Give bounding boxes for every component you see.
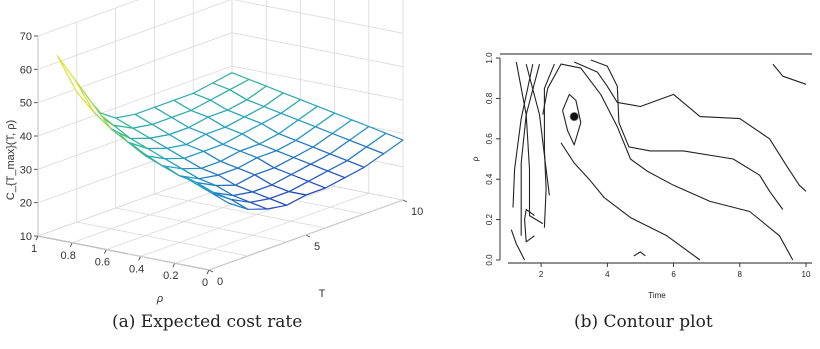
rho-floor-line — [208, 199, 404, 271]
T-tick — [402, 199, 408, 203]
x-tick-label: 4 — [605, 270, 610, 279]
surface-plot-caption: (a) Expected cost rate — [112, 312, 303, 332]
contour-axes — [496, 53, 812, 267]
x-tick-label: 8 — [738, 270, 743, 279]
surface-plot: 10 20 30 40 50 60 70 1 0.8 0.6 0.4 0.2 0 0 5 10 ρ T C_{T_m… — [5, 0, 423, 305]
z-tick-label: 30 — [20, 164, 32, 176]
rho-tick — [69, 242, 73, 248]
contour-line — [573, 61, 807, 192]
rho-floor-line — [174, 192, 369, 264]
T-floor-line — [115, 207, 287, 243]
contour-plot-panel: 2 4 6 8 10 0.0 0.2 0.4 0.6 0.8 1.0 Time ρ — [450, 0, 820, 314]
contour-line — [520, 63, 541, 236]
rho-tick-label: 0.8 — [61, 250, 76, 262]
T-axis-label: T — [319, 288, 326, 300]
surface-patch — [56, 55, 95, 113]
contour-line — [560, 142, 701, 261]
surface-plot-panel: 10 20 30 40 50 60 70 1 0.8 0.6 0.4 0.2 0 0 5 10 ρ T C_{T_m… — [0, 0, 440, 314]
rho-tick-label: 0.2 — [163, 270, 178, 282]
z-tick-label: 50 — [20, 98, 32, 110]
rho-tick-label: 0.4 — [129, 263, 144, 275]
rho-floor-line — [140, 186, 335, 257]
contour-plot-caption: (b) Contour plot — [574, 312, 713, 332]
T-tick-label: 0 — [217, 276, 223, 288]
contour-line — [590, 59, 784, 210]
T-floor-line — [37, 235, 210, 271]
x-tick-label: 10 — [802, 270, 811, 279]
z-grid-line — [37, 0, 404, 70]
contour-line — [512, 63, 534, 208]
z-axis-label: C_{T_max}(T, ρ) — [5, 120, 17, 200]
contour-line — [562, 93, 582, 146]
z-tick-label: 20 — [20, 198, 32, 210]
rho-tick — [138, 256, 142, 261]
optimum-point — [569, 111, 579, 122]
T-tick — [305, 234, 311, 238]
rho-tick — [103, 249, 107, 254]
x-tick-label: 2 — [539, 270, 544, 279]
T-tick — [208, 269, 214, 273]
contour-line — [525, 63, 550, 196]
contour-line — [633, 251, 646, 257]
contour-plot: 2 4 6 8 10 0.0 0.2 0.4 0.6 0.8 1.0 Time ρ — [471, 52, 812, 300]
contour-line — [515, 61, 544, 225]
y-axis-label: ρ — [471, 156, 480, 161]
y-tick-label: 0.4 — [485, 173, 494, 185]
T-floor-line — [154, 193, 326, 229]
y-tick-label: 1.0 — [485, 52, 494, 64]
surface-mesh — [56, 55, 404, 210]
z-tick-label: 40 — [20, 131, 32, 143]
z-tick-label: 10 — [20, 231, 32, 243]
x-axis-label: Time — [648, 291, 666, 300]
rho-tick-label: 1 — [31, 243, 37, 255]
z-grid-line — [37, 0, 403, 37]
rho-tick-label: 0 — [202, 277, 208, 289]
rho-tick-label: 0.6 — [95, 257, 110, 269]
rho-tick — [206, 269, 210, 275]
T-floor-line — [76, 221, 248, 257]
contour-lines — [510, 59, 807, 261]
y-tick-label: 0.0 — [485, 254, 494, 266]
rho-axis-label: ρ — [156, 293, 163, 305]
contour-line — [772, 63, 807, 85]
z-tick-label: 60 — [20, 64, 32, 76]
rho-tick — [172, 262, 176, 268]
contour-line — [542, 63, 794, 261]
contour-line — [543, 63, 555, 228]
T-tick-label: 5 — [314, 241, 320, 253]
rho-tick — [35, 235, 39, 241]
y-tick-label: 0.2 — [485, 213, 494, 225]
y-tick-label: 0.6 — [485, 133, 494, 145]
contour-line — [510, 229, 526, 261]
T-tick-label: 10 — [411, 206, 423, 218]
y-tick-label: 0.8 — [485, 92, 494, 104]
surface-patch — [73, 78, 112, 130]
x-tick-label: 6 — [671, 270, 676, 279]
z-tick-label: 70 — [20, 31, 32, 43]
